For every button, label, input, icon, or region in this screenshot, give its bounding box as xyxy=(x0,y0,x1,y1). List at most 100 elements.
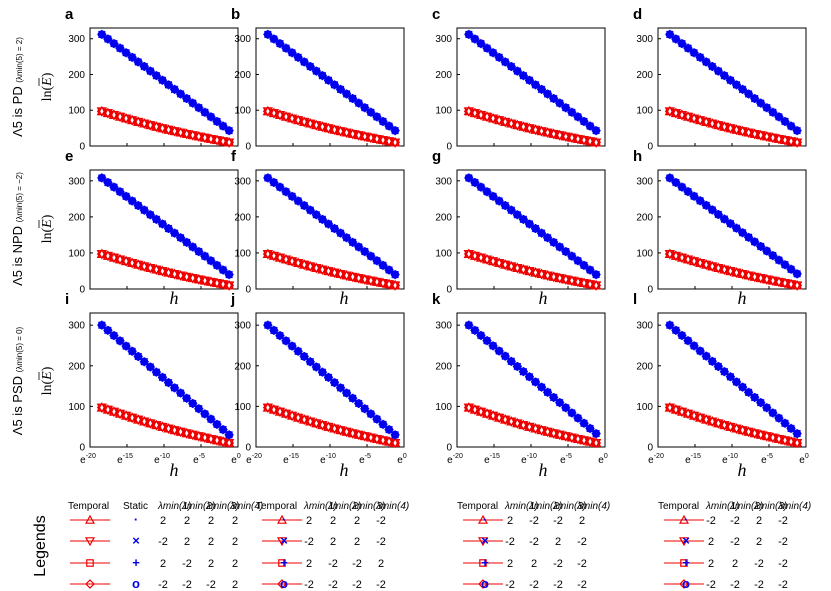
panel-letter: g xyxy=(432,148,441,165)
static-point-cross xyxy=(549,392,559,402)
x-axis-label: h xyxy=(738,288,747,308)
static-point-cross xyxy=(585,423,595,433)
legend-value: -2 xyxy=(778,536,788,548)
static-point-cross xyxy=(109,39,119,49)
static-point-cross xyxy=(121,48,131,58)
static-point-cross xyxy=(372,414,382,424)
static-point-cross xyxy=(738,84,748,94)
static-point-cross xyxy=(378,260,388,270)
static-point-cross xyxy=(103,325,113,335)
static-point-cross xyxy=(145,66,155,76)
legend-temporal-marker xyxy=(679,579,689,589)
x-axis-label: h xyxy=(170,460,179,480)
static-point-cross xyxy=(579,418,589,428)
static-point-cross xyxy=(342,233,352,243)
legend-header-lambda: λmin(1) xyxy=(157,501,191,512)
static-point-cross xyxy=(269,178,279,188)
legend-value: -2 xyxy=(328,558,338,570)
legend-header-temporal: Temporal xyxy=(658,501,699,512)
legend-value: 2 xyxy=(555,536,561,548)
legend-header-lambda: λmin(4) xyxy=(375,501,409,512)
legend-block: λmin(1)λmin(2)λmin(3)λmin(4) Temporal· 2 2 2… xyxy=(256,501,409,591)
y-tick-label: 200 xyxy=(68,70,85,81)
static-point-cross xyxy=(224,430,234,440)
legend-value: -2 xyxy=(706,515,716,527)
temporal-point xyxy=(390,437,401,448)
static-point-cross xyxy=(366,251,376,261)
y-tick-label: 0 xyxy=(79,285,85,296)
legend-value: -2 xyxy=(182,558,192,570)
static-point-cross xyxy=(476,182,486,192)
panel-letter: k xyxy=(432,291,441,308)
static-point-cross xyxy=(531,224,541,234)
legend-value: -2 xyxy=(529,579,539,591)
static-point-cross xyxy=(305,61,315,71)
static-point-cross xyxy=(494,346,504,356)
legend-value: 2 xyxy=(579,515,585,527)
static-point-cross xyxy=(115,336,125,346)
legend-temporal-marker xyxy=(678,514,690,524)
y-tick-label: 100 xyxy=(68,106,85,117)
static-point-cross xyxy=(531,80,541,90)
static-point-cross xyxy=(518,214,528,224)
static-point-cross xyxy=(537,382,547,392)
legend-header-temporal: Temporal xyxy=(68,501,109,512)
static-point-cross xyxy=(145,210,155,220)
legend-value: 2 xyxy=(507,558,513,570)
legend-value: -2 xyxy=(577,579,587,591)
legend-block: λmin(1)λmin(2)λmin(3)λmin(4) Temporal· -2 -… xyxy=(658,501,811,591)
x-tick-label: e-5 xyxy=(761,453,773,466)
static-point-cross xyxy=(768,408,778,418)
static-point-cross xyxy=(275,182,285,192)
static-point-cross xyxy=(121,191,131,201)
static-point-cross xyxy=(713,66,723,76)
static-point-cross xyxy=(127,196,137,206)
static-point-cross xyxy=(336,228,346,238)
static-point-cross xyxy=(281,187,291,197)
static-point-cross xyxy=(561,247,571,257)
static-point-cross xyxy=(97,320,107,330)
static-point-cross xyxy=(133,352,143,362)
legend-value: 2 xyxy=(330,515,336,527)
static-point-cross xyxy=(744,232,754,242)
static-point-cross xyxy=(224,126,234,136)
y-tick-label: 100 xyxy=(636,106,653,117)
static-point-cross xyxy=(293,346,303,356)
static-point-cross xyxy=(366,107,376,117)
static-point-cross xyxy=(263,173,273,183)
static-point-cross xyxy=(224,270,234,280)
static-point-cross xyxy=(579,116,589,126)
static-point-cross xyxy=(488,341,498,351)
x-tick-label: e0 xyxy=(397,453,407,466)
y-tick-label: 0 xyxy=(245,443,251,454)
static-point-cross xyxy=(762,103,772,113)
static-point-cross xyxy=(531,377,541,387)
x-tick-label: e0 xyxy=(799,453,809,466)
static-point-cross xyxy=(360,247,370,257)
static-point-cross xyxy=(170,383,180,393)
legend-temporal-marker xyxy=(678,537,690,547)
legend-temporal-marker xyxy=(276,537,288,547)
panel-letter: l xyxy=(633,291,637,308)
static-point-cross xyxy=(792,429,802,439)
static-point-cross xyxy=(263,29,273,39)
x-tick-label: e-20 xyxy=(447,453,463,466)
legend-value: 2 xyxy=(330,536,336,548)
static-point-cross xyxy=(317,367,327,377)
legend-value: 2 xyxy=(756,515,762,527)
y-tick-label: 200 xyxy=(234,361,251,372)
static-point-cross xyxy=(701,351,711,361)
temporal-point xyxy=(591,280,602,291)
y-tick-label: 300 xyxy=(636,176,653,187)
static-point-cross xyxy=(336,383,346,393)
legend-temporal-marker xyxy=(477,537,489,547)
static-point-cross xyxy=(164,378,174,388)
static-point-cross xyxy=(585,121,595,131)
static-point-cross xyxy=(689,341,699,351)
static-point-cross xyxy=(378,419,388,429)
legend-value: -2 xyxy=(730,515,740,527)
legend-static-marker: + xyxy=(280,555,288,570)
legend-static-marker: × xyxy=(280,533,288,548)
static-point-cross xyxy=(482,336,492,346)
static-point-cross xyxy=(311,210,321,220)
